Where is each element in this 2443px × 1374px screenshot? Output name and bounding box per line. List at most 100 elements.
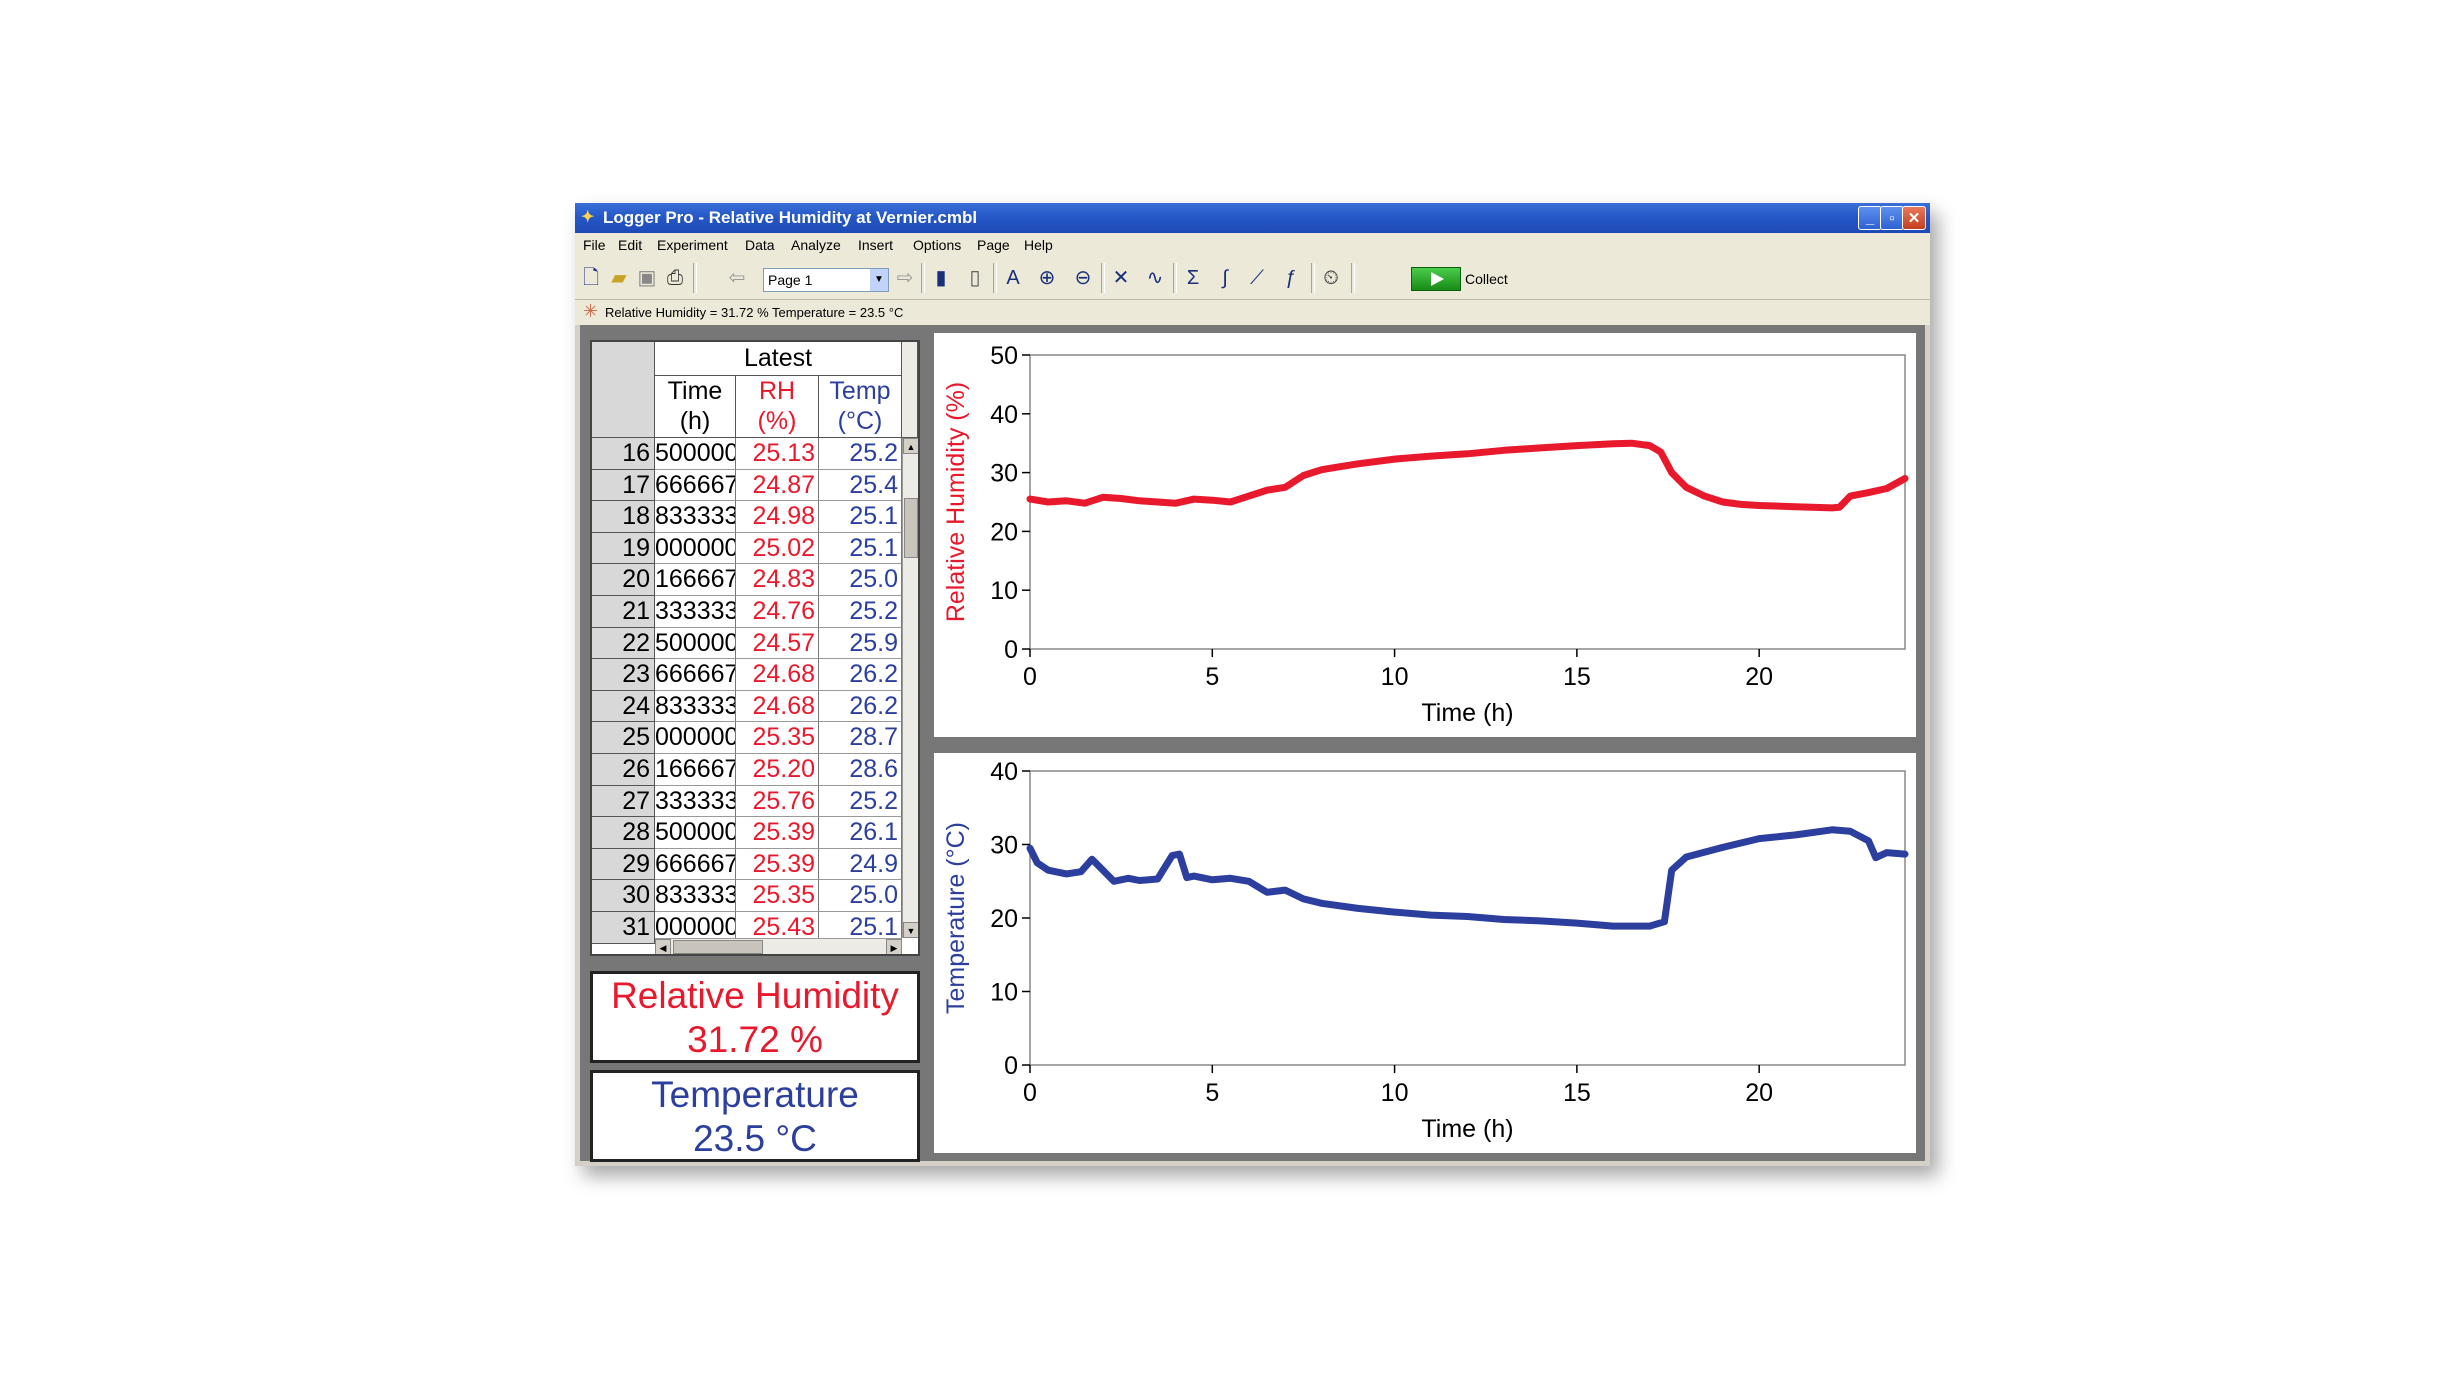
- cell-temp[interactable]: 28.6: [819, 754, 902, 786]
- cell-time[interactable]: 000000: [655, 722, 736, 754]
- cell-rh[interactable]: 25.02: [736, 532, 819, 565]
- cell-temp[interactable]: 26.1: [819, 817, 902, 849]
- data-collection-icon[interactable]: ⏲: [1323, 267, 1339, 289]
- column-header-rh[interactable]: RH (%): [736, 376, 819, 438]
- column-header-temp[interactable]: Temp (°C): [819, 376, 902, 438]
- menu-insert[interactable]: Insert: [858, 237, 894, 253]
- cell-time[interactable]: 833333: [655, 690, 736, 723]
- cell-temp[interactable]: 25.1: [819, 501, 902, 533]
- cell-temp[interactable]: 25.2: [819, 438, 902, 470]
- cell-rh[interactable]: 24.98: [736, 501, 819, 533]
- zoom-out-icon[interactable]: ⊖: [1074, 267, 1092, 289]
- scroll-up-icon[interactable]: ▲: [903, 438, 918, 454]
- cell-rh[interactable]: 24.87: [736, 469, 819, 502]
- cell-time[interactable]: 166667: [655, 564, 736, 596]
- row-number[interactable]: 29: [592, 848, 655, 881]
- next-page-icon[interactable]: ⇨: [896, 267, 914, 289]
- statistics-icon[interactable]: Σ: [1186, 267, 1200, 289]
- cell-rh[interactable]: 24.57: [736, 627, 819, 660]
- temp-meter[interactable]: Temperature 23.5 °C: [590, 1070, 920, 1162]
- cell-time[interactable]: 333333: [655, 785, 736, 818]
- tangent-icon[interactable]: ∿: [1146, 267, 1164, 289]
- scroll-thumb[interactable]: [904, 498, 918, 558]
- cell-rh[interactable]: 24.68: [736, 659, 819, 691]
- vertical-scrollbar[interactable]: ▲ ▼: [902, 438, 918, 938]
- cell-rh[interactable]: 25.35: [736, 880, 819, 912]
- maximize-button[interactable]: ▫: [1880, 206, 1904, 230]
- data-table[interactable]: Latest Time (h) RH (%) Temp (°C) 16 50000…: [590, 340, 920, 956]
- cell-time[interactable]: 666667: [655, 659, 736, 691]
- row-number[interactable]: 26: [592, 754, 655, 786]
- cell-temp[interactable]: 26.2: [819, 690, 902, 723]
- menu-page[interactable]: Page: [977, 237, 1010, 253]
- meter-icon[interactable]: ▯: [969, 267, 981, 289]
- scroll-right-icon[interactable]: ▶: [886, 939, 902, 954]
- cell-time[interactable]: 500000: [655, 627, 736, 660]
- scroll-thumb[interactable]: [673, 940, 763, 954]
- menu-edit[interactable]: Edit: [618, 237, 643, 253]
- save-icon[interactable]: ▣: [637, 267, 657, 289]
- cell-rh[interactable]: 24.68: [736, 690, 819, 723]
- cell-temp[interactable]: 25.0: [819, 564, 902, 596]
- cell-time[interactable]: 166667: [655, 754, 736, 786]
- chevron-down-icon[interactable]: ▼: [870, 269, 888, 291]
- row-number[interactable]: 25: [592, 722, 655, 754]
- row-number[interactable]: 23: [592, 659, 655, 691]
- cell-temp[interactable]: 28.7: [819, 722, 902, 754]
- scroll-down-icon[interactable]: ▼: [903, 922, 918, 938]
- row-number[interactable]: 21: [592, 596, 655, 628]
- cell-temp[interactable]: 26.2: [819, 659, 902, 691]
- cell-temp[interactable]: 24.9: [819, 848, 902, 881]
- page-select[interactable]: Page 1 ▼: [763, 268, 889, 292]
- print-icon[interactable]: ⎙: [667, 267, 683, 289]
- cell-temp[interactable]: 25.0: [819, 880, 902, 912]
- cell-time[interactable]: 500000: [655, 438, 736, 470]
- close-button[interactable]: ✕: [1902, 206, 1926, 230]
- prev-page-icon[interactable]: ⇦: [728, 267, 746, 289]
- cell-rh[interactable]: 25.20: [736, 754, 819, 786]
- row-number[interactable]: 19: [592, 532, 655, 565]
- cell-time[interactable]: 833333: [655, 880, 736, 912]
- horizontal-scrollbar[interactable]: ◀ ▶: [655, 938, 902, 954]
- row-number[interactable]: 17: [592, 469, 655, 502]
- linear-fit-icon[interactable]: ⟋: [1250, 267, 1264, 289]
- open-folder-icon[interactable]: ▰: [611, 267, 627, 289]
- cell-temp[interactable]: 25.1: [819, 912, 902, 944]
- new-file-icon[interactable]: 🗋: [582, 267, 600, 289]
- row-number[interactable]: 27: [592, 785, 655, 818]
- menu-help[interactable]: Help: [1024, 237, 1053, 253]
- cell-time[interactable]: 833333: [655, 501, 736, 533]
- menu-analyze[interactable]: Analyze: [791, 237, 841, 253]
- cell-rh[interactable]: 25.35: [736, 722, 819, 754]
- column-header-time[interactable]: Time (h): [655, 376, 736, 438]
- cell-rh[interactable]: 25.13: [736, 438, 819, 470]
- cell-time[interactable]: 500000: [655, 817, 736, 849]
- temp-graph[interactable]: 0 10 20 30 40 0 5 10 15 20 Time (h) Temperature (°C…: [934, 753, 1916, 1153]
- row-number[interactable]: 31: [592, 912, 655, 944]
- integral-icon[interactable]: ∫: [1222, 267, 1228, 289]
- row-number[interactable]: 28: [592, 817, 655, 849]
- cell-temp[interactable]: 25.2: [819, 596, 902, 628]
- zoom-in-icon[interactable]: ⊕: [1038, 267, 1056, 289]
- menu-data[interactable]: Data: [745, 237, 775, 253]
- cell-temp[interactable]: 25.4: [819, 469, 902, 502]
- row-number[interactable]: 30: [592, 880, 655, 912]
- cell-temp[interactable]: 25.9: [819, 627, 902, 660]
- table-icon[interactable]: ▮: [935, 267, 947, 289]
- rh-meter[interactable]: Relative Humidity 31.72 %: [590, 971, 920, 1063]
- minimize-button[interactable]: _: [1858, 206, 1882, 230]
- rh-graph[interactable]: 0 10 20 30 40 50 0 5 10 15 20 Time (h) Relative Humi…: [934, 333, 1916, 737]
- row-number[interactable]: 22: [592, 627, 655, 660]
- row-number[interactable]: 24: [592, 690, 655, 723]
- cell-temp[interactable]: 25.1: [819, 532, 902, 565]
- cell-time[interactable]: 000000: [655, 532, 736, 565]
- cell-rh[interactable]: 24.83: [736, 564, 819, 596]
- cell-time[interactable]: 666667: [655, 469, 736, 502]
- menu-file[interactable]: File: [583, 237, 606, 253]
- cell-temp[interactable]: 25.2: [819, 785, 902, 818]
- cell-rh[interactable]: 25.39: [736, 817, 819, 849]
- curve-fit-icon[interactable]: ƒ: [1285, 267, 1297, 289]
- row-number[interactable]: 18: [592, 501, 655, 533]
- cell-time[interactable]: 666667: [655, 848, 736, 881]
- row-number[interactable]: 16: [592, 438, 655, 470]
